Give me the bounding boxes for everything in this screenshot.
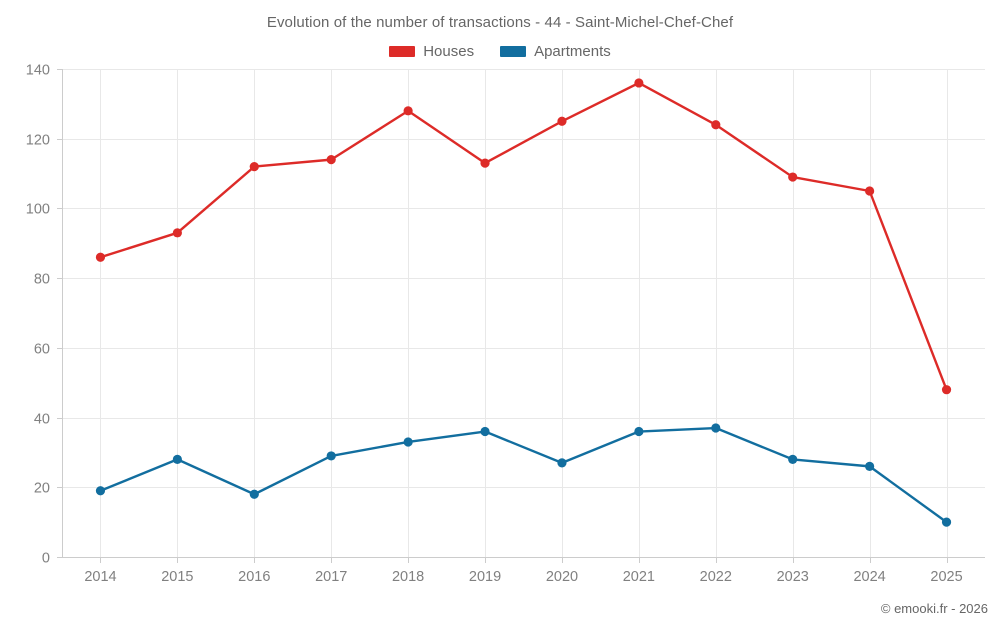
data-point-houses-2014[interactable] — [95, 252, 106, 262]
legend-label-apartments: Apartments — [534, 43, 611, 60]
x-axis-tick-label: 2022 — [700, 569, 732, 585]
data-point-houses-2025[interactable] — [941, 385, 952, 395]
data-point-houses-2020[interactable] — [557, 116, 567, 126]
y-axis-tick-label: 120 — [26, 133, 50, 149]
data-point-apartments-2014[interactable] — [95, 486, 106, 496]
legend-label-houses: Houses — [423, 43, 475, 60]
data-point-apartments-2018[interactable] — [403, 437, 413, 447]
data-point-houses-2017[interactable] — [326, 155, 336, 165]
x-axis-tick-label: 2021 — [623, 569, 655, 585]
data-point-houses-2022[interactable] — [711, 120, 721, 130]
data-point-houses-2015[interactable] — [172, 228, 182, 238]
data-point-apartments-2021[interactable] — [634, 426, 644, 437]
y-axis-tick-label: 40 — [34, 412, 50, 428]
data-point-houses-2021[interactable] — [634, 78, 644, 88]
data-point-apartments-2017[interactable] — [326, 451, 336, 461]
x-axis-tick-label: 2023 — [777, 569, 809, 585]
copyright-credit: © emooki.fr - 2026 — [880, 601, 988, 616]
x-axis-tick-label: 2014 — [84, 569, 116, 585]
data-point-apartments-2025[interactable] — [941, 517, 952, 527]
data-point-apartments-2022[interactable] — [711, 423, 721, 433]
data-point-apartments-2019[interactable] — [480, 426, 490, 437]
y-axis-tick-label: 20 — [34, 481, 50, 497]
x-axis-tick-label: 2019 — [469, 569, 501, 585]
x-axis-tick-label: 2017 — [315, 569, 347, 585]
data-point-houses-2019[interactable] — [480, 158, 490, 168]
x-axis-tick-label: 2018 — [392, 569, 424, 585]
data-point-houses-2024[interactable] — [865, 186, 875, 196]
x-axis-tick-label: 2015 — [161, 569, 193, 585]
legend-item-apartments[interactable]: Apartments — [500, 43, 611, 60]
chart-title: Evolution of the number of transactions … — [266, 14, 734, 31]
series-line-houses — [99, 81, 948, 391]
series-line-apartments — [99, 426, 948, 524]
data-point-apartments-2024[interactable] — [865, 461, 875, 471]
data-point-apartments-2020[interactable] — [557, 458, 567, 468]
data-point-houses-2018[interactable] — [403, 106, 413, 116]
legend-swatch-apartments — [500, 46, 527, 57]
x-axis-tick-label: 2020 — [546, 569, 578, 585]
x-axis-tick-label: 2025 — [930, 569, 962, 585]
y-axis-tick-label: 80 — [34, 272, 50, 288]
chart-legend: Houses Apartments — [0, 43, 1000, 60]
y-axis-tick-label: 140 — [26, 63, 50, 79]
x-axis-tick-label: 2024 — [853, 569, 885, 585]
legend-swatch-houses — [389, 46, 416, 57]
data-point-houses-2016[interactable] — [249, 162, 259, 172]
data-point-houses-2023[interactable] — [788, 172, 798, 182]
data-point-apartments-2023[interactable] — [788, 454, 798, 464]
y-axis-tick-label: 60 — [34, 342, 50, 358]
y-axis-tick-label: 0 — [42, 551, 50, 567]
legend-item-houses[interactable]: Houses — [389, 43, 474, 60]
y-axis-tick-label: 100 — [26, 202, 50, 218]
data-point-apartments-2015[interactable] — [172, 454, 182, 464]
data-point-apartments-2016[interactable] — [249, 489, 259, 499]
x-axis-tick-label: 2016 — [238, 569, 270, 585]
